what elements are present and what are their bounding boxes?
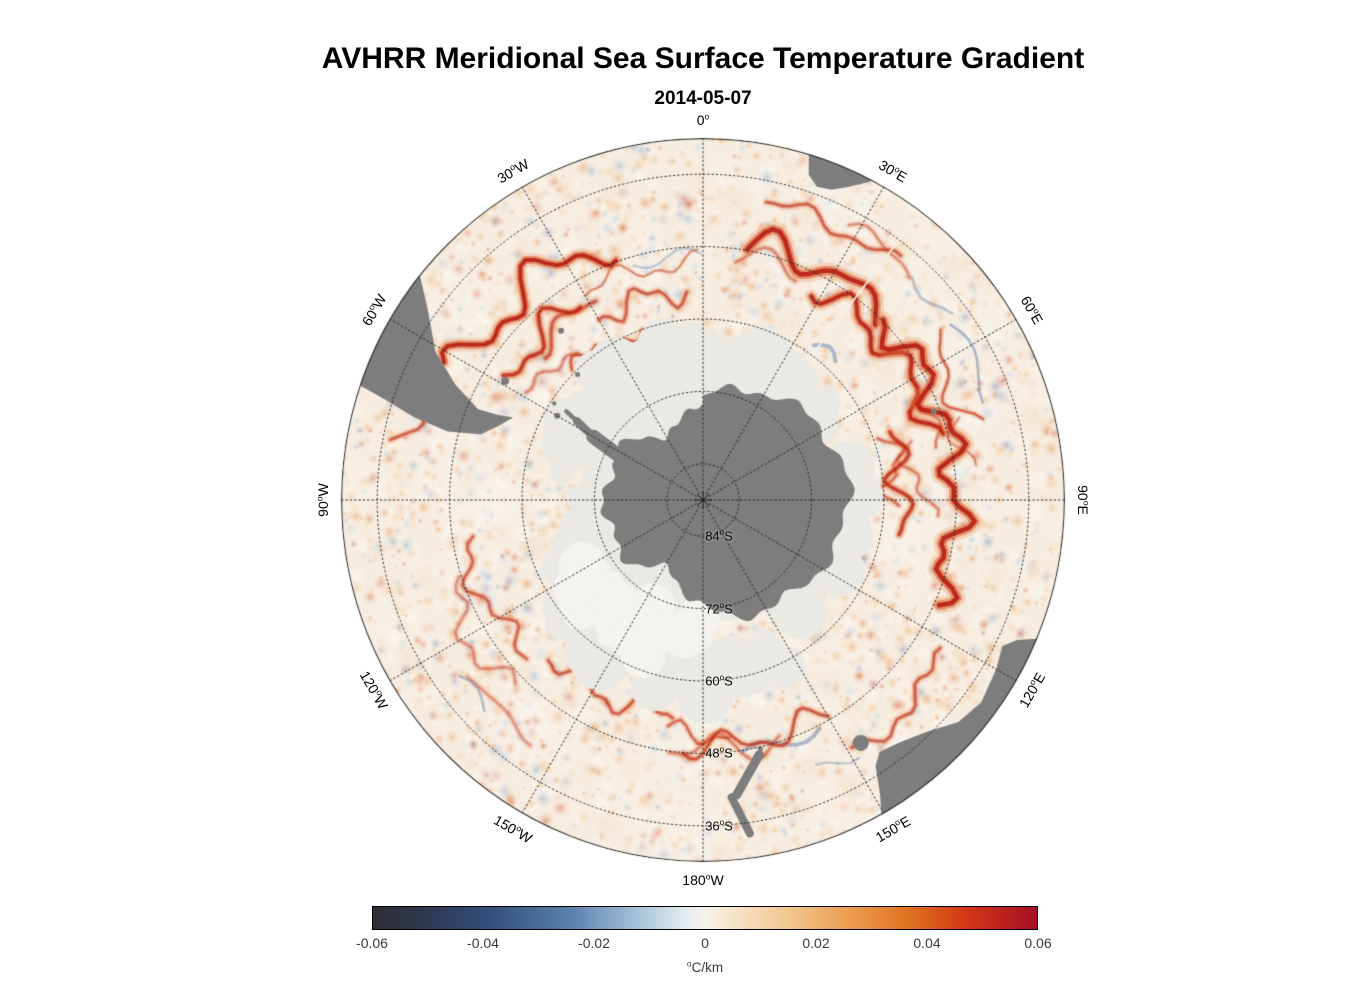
longitude-label: 90oW (314, 483, 331, 517)
chart-subtitle: 2014-05-07 (654, 88, 752, 109)
latitude-label: 84oS (705, 528, 733, 544)
colorbar-tick-label: -0.06 (356, 935, 388, 951)
colorbar-gradient (372, 906, 1038, 930)
colorbar: -0.06 -0.04 -0.02 0 0.02 0.04 0.06 (356, 906, 1052, 953)
latitude-label: 72oS (705, 600, 733, 617)
colorbar-tick-label: 0.02 (802, 935, 830, 951)
latitude-label: 48oS (705, 745, 733, 761)
polar-map: 0o 30oE 60oE 90oE 120oE 150oE 180oW 150oW 120oW 9… (314, 112, 1092, 888)
colorbar-tick-label: -0.04 (467, 935, 499, 951)
colorbar-tick-label: 0 (701, 935, 709, 951)
colorbar-tick-label: 0.06 (1024, 935, 1052, 951)
chart-title: AVHRR Meridional Sea Surface Temperature… (321, 42, 1085, 75)
sst-gradient-map-canvas (323, 120, 1083, 880)
longitude-label: 180oW (682, 871, 724, 889)
latitude-label: 36oS (705, 817, 733, 834)
colorbar-tick-labels: -0.06 -0.04 -0.02 0 0.02 0.04 0.06 (356, 935, 1052, 953)
longitude-label: 0o (696, 111, 710, 128)
colorbar-unit-label: oC/km (686, 958, 724, 975)
colorbar-tick-label: 0.04 (913, 935, 941, 951)
longitude-label: 90oE (1075, 485, 1092, 515)
latitude-label: 60oS (705, 673, 733, 689)
colorbar-tick-label: -0.02 (578, 935, 610, 951)
